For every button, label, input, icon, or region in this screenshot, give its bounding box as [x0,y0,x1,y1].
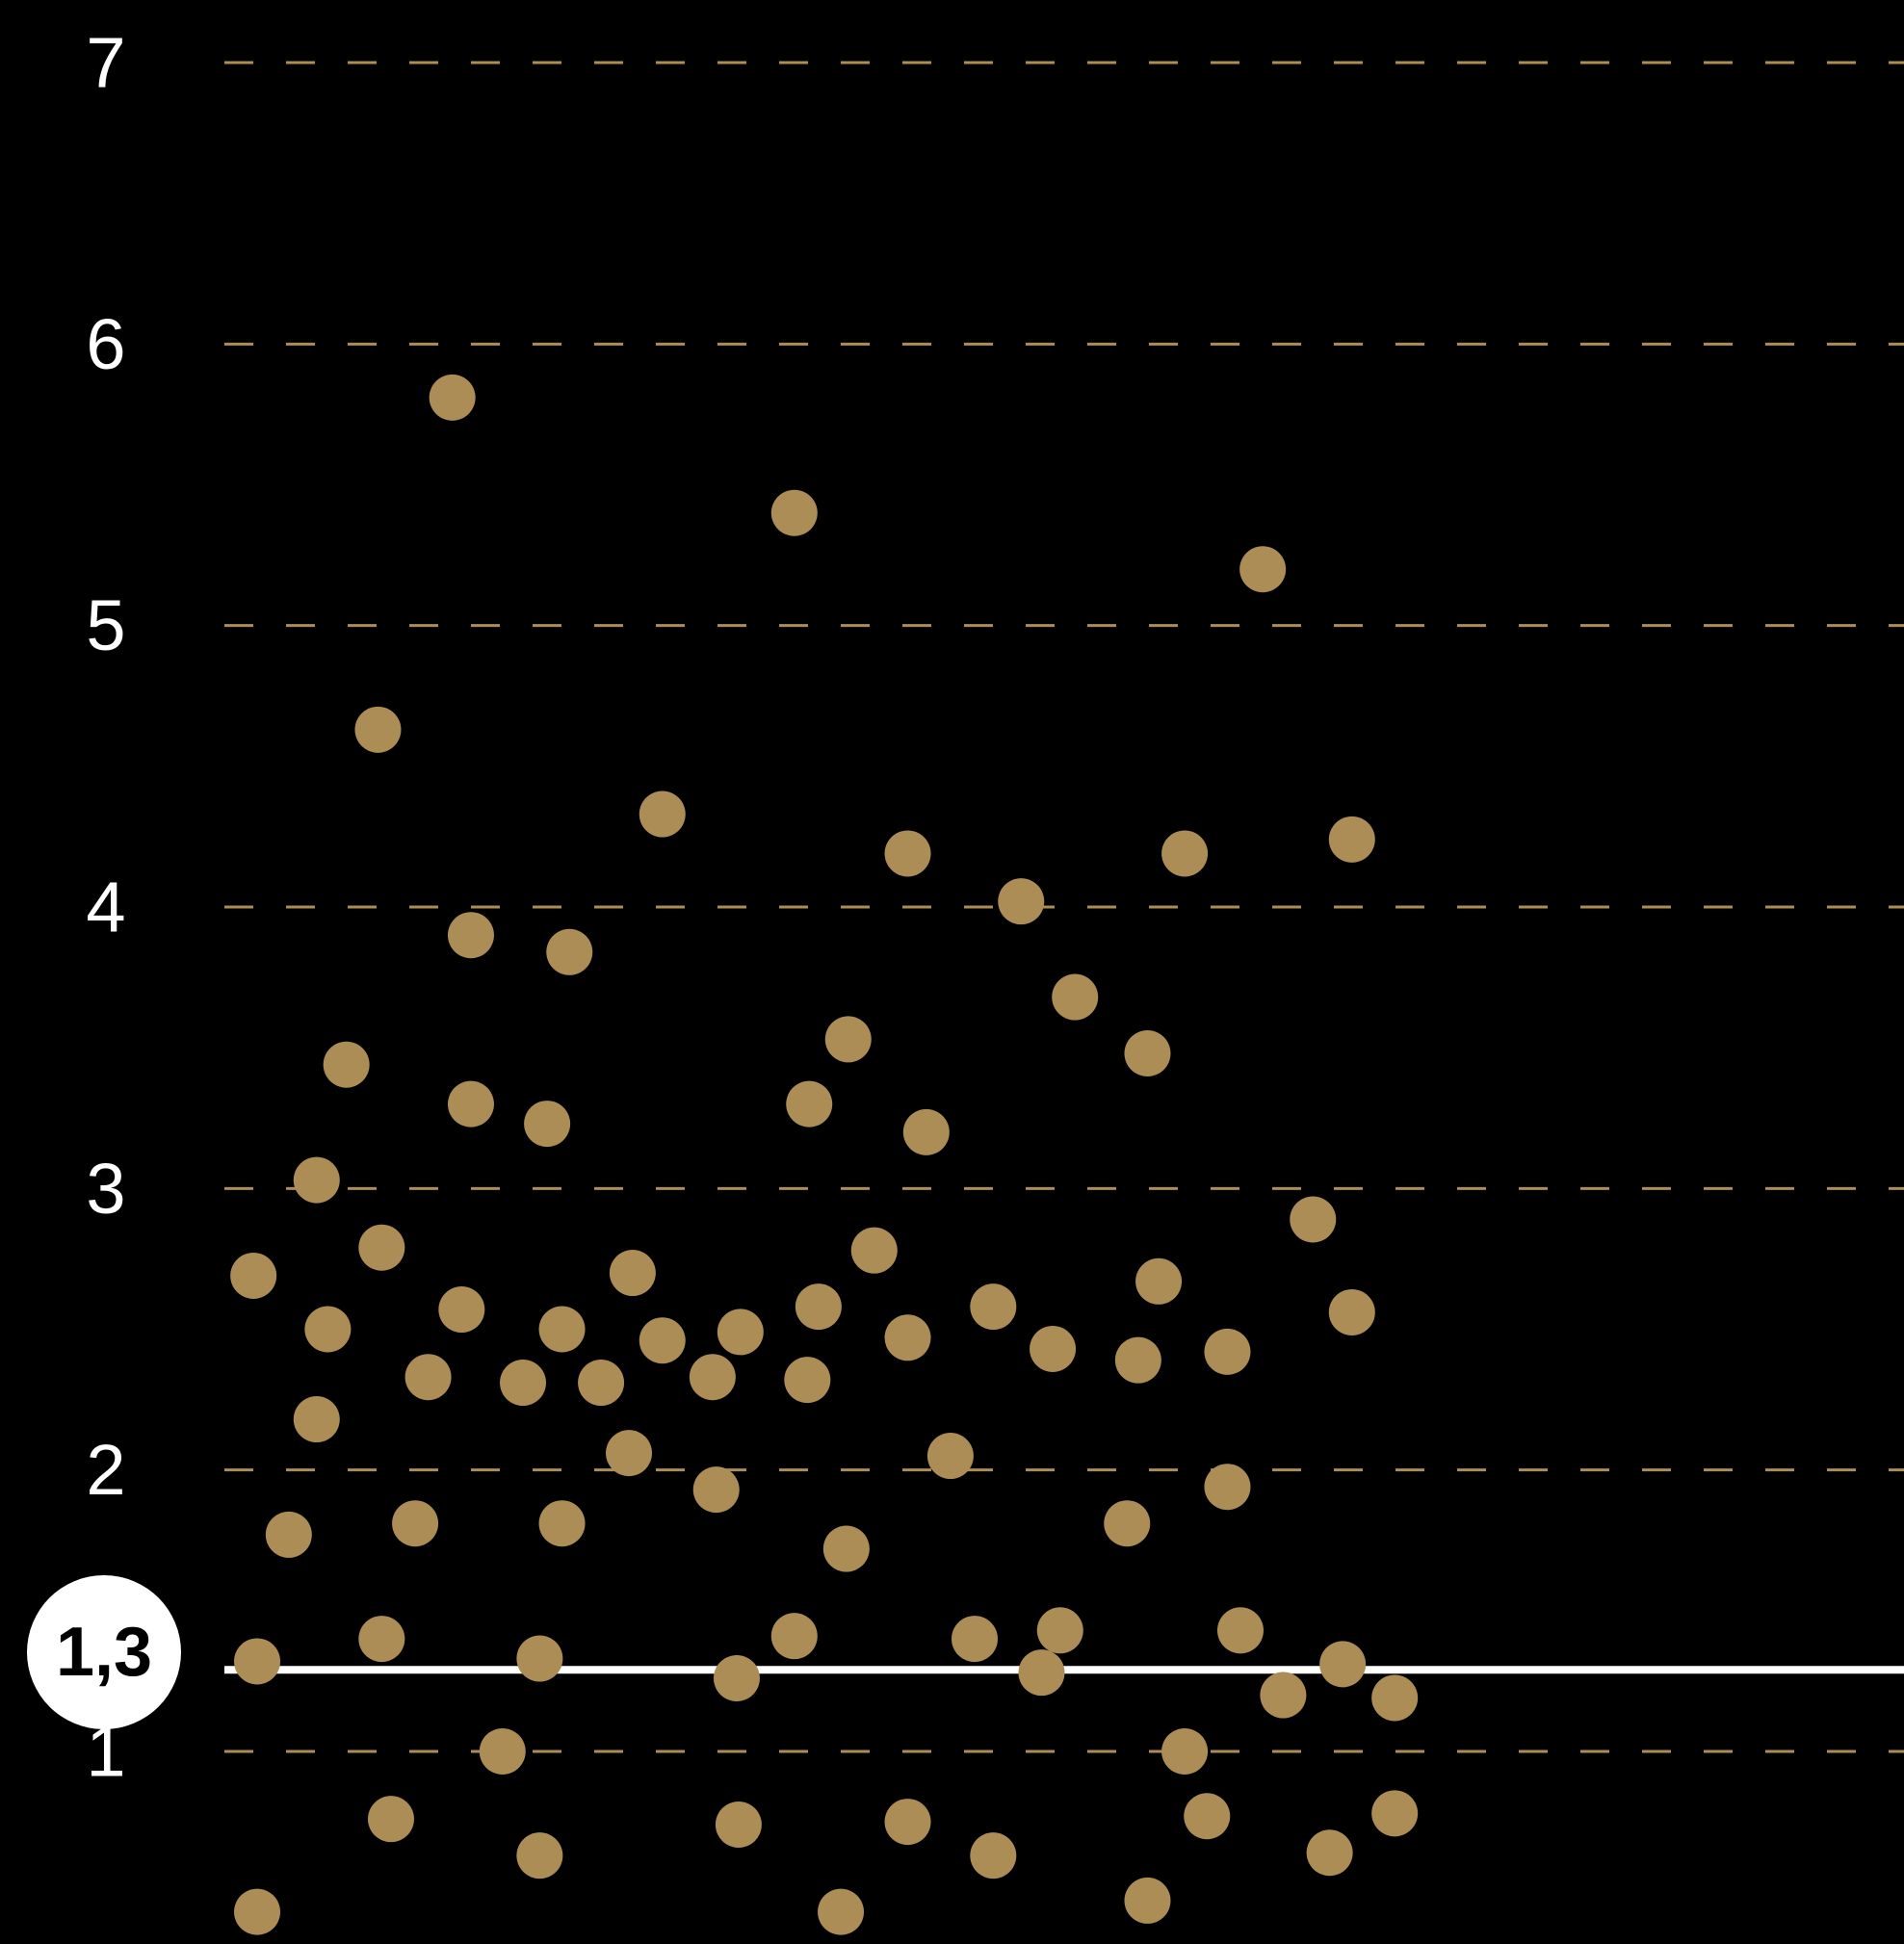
y-tick-label-5: 5 [86,585,125,665]
data-point-10 [358,1224,405,1271]
data-point-28 [609,1250,656,1297]
y-tick-label-2: 2 [86,1430,125,1510]
data-point-53 [970,1832,1017,1879]
data-point-21 [524,1101,571,1148]
data-point-44 [822,1525,870,1572]
data-point-73 [1306,1829,1353,1877]
data-point-46 [884,830,931,877]
data-point-45 [850,1227,898,1274]
data-point-51 [952,1616,998,1663]
data-point-30 [639,791,686,838]
data-point-49 [902,1108,950,1155]
data-point-31 [639,1317,686,1364]
data-point-5 [293,1156,340,1204]
data-point-76 [1319,1641,1367,1688]
data-point-32 [689,1354,736,1401]
data-point-61 [1124,1030,1171,1077]
data-point-14 [404,1354,452,1401]
data-point-38 [770,1613,818,1660]
data-point-50 [926,1433,974,1480]
data-point-67 [1204,1328,1251,1375]
data-point-6 [293,1396,340,1443]
data-point-52 [970,1283,1017,1331]
data-point-9 [354,706,402,753]
data-point-16 [438,1286,485,1334]
data-point-48 [884,1799,931,1846]
data-point-66 [1184,1793,1231,1840]
data-point-71 [1260,1672,1307,1719]
data-point-58 [1052,973,1099,1021]
data-point-7 [304,1306,352,1353]
data-point-18 [447,1080,494,1128]
data-point-77 [1371,1674,1419,1722]
y-tick-label-6: 6 [86,304,125,384]
data-point-65 [1161,1728,1209,1775]
data-point-17 [447,912,494,959]
y-tick-label-4: 4 [86,868,125,947]
data-point-37 [770,489,818,536]
y-tick-label-1: 1 [86,1712,125,1792]
data-point-24 [546,928,593,975]
y-tick-label-7: 7 [86,23,125,103]
data-point-75 [1328,1288,1375,1335]
reference-line-label: 1,3 [56,1614,152,1691]
data-point-70 [1239,546,1287,593]
data-point-41 [784,1357,831,1404]
data-point-13 [392,1500,439,1547]
data-point-42 [818,1888,865,1935]
data-points [230,374,1419,1935]
data-point-47 [884,1314,931,1361]
data-point-23 [516,1832,563,1879]
data-point-36 [715,1801,762,1849]
data-point-33 [692,1466,740,1514]
data-point-27 [578,1360,625,1407]
data-point-25 [538,1306,586,1353]
data-point-78 [1371,1790,1419,1837]
data-point-63 [1124,1877,1171,1924]
data-point-72 [1290,1196,1337,1243]
data-point-19 [479,1728,526,1775]
data-point-64 [1161,830,1209,877]
data-point-62 [1135,1257,1183,1305]
data-point-40 [795,1283,842,1331]
y-tick-label-3: 3 [86,1149,125,1229]
data-point-15 [429,374,476,421]
data-point-11 [358,1616,405,1663]
data-point-60 [1114,1336,1161,1384]
y-axis-tick-labels: 1 2 3 4 5 6 7 [86,23,125,1792]
data-point-26 [538,1500,586,1547]
data-point-34 [717,1309,764,1356]
data-point-59 [1104,1500,1151,1547]
data-point-74 [1328,816,1375,863]
data-point-68 [1204,1464,1251,1511]
data-point-56 [1036,1607,1083,1654]
data-point-3 [234,1888,281,1935]
data-point-20 [500,1360,547,1407]
reference-badge [27,1575,181,1729]
data-point-35 [713,1654,760,1701]
data-point-39 [786,1080,833,1128]
data-point-4 [265,1511,312,1558]
data-point-54 [998,878,1045,925]
data-point-43 [824,1016,872,1063]
data-point-69 [1216,1607,1264,1654]
data-point-8 [323,1041,370,1088]
data-point-22 [516,1635,563,1682]
data-point-2 [234,1638,281,1685]
data-point-29 [606,1430,653,1477]
data-point-55 [1030,1325,1077,1372]
data-point-57 [1018,1649,1065,1697]
data-point-12 [367,1796,414,1843]
data-point-1 [230,1252,277,1299]
